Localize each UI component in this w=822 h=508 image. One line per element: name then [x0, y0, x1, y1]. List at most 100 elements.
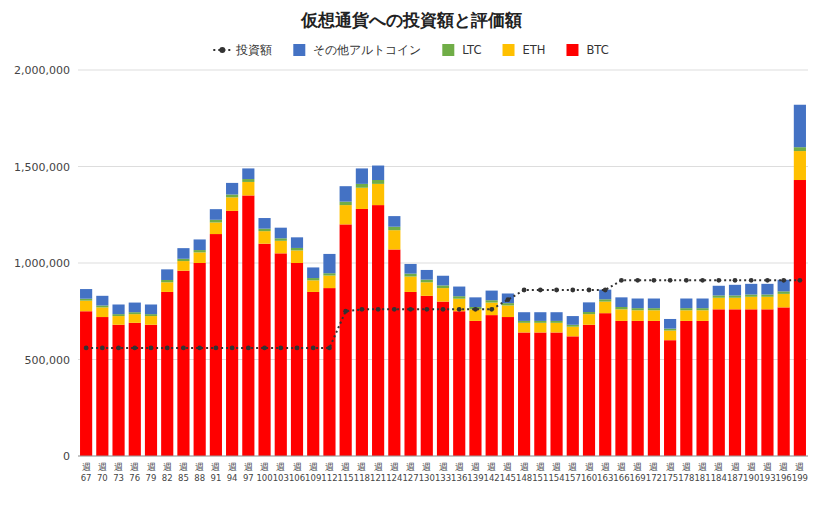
x-tick-label: 週178	[678, 462, 694, 483]
line-marker	[424, 307, 429, 312]
bar	[242, 195, 254, 456]
bar	[323, 276, 335, 289]
x-tick-label: 週160	[581, 462, 597, 483]
line-marker	[635, 278, 640, 283]
y-tick-label: 1,000,000	[14, 257, 70, 270]
bar	[534, 312, 546, 321]
bar	[421, 296, 433, 456]
bar	[323, 288, 335, 456]
bar	[421, 282, 433, 296]
legend-label: LTC	[462, 43, 481, 57]
bar	[745, 294, 757, 296]
bar	[340, 224, 352, 456]
line-marker	[765, 278, 770, 283]
x-tick-label: 週112	[321, 462, 337, 483]
bar	[550, 323, 562, 333]
x-tick-label: 週94	[227, 462, 238, 483]
bar	[599, 313, 611, 456]
bar	[761, 294, 773, 296]
bar	[80, 289, 92, 299]
bar	[323, 273, 335, 275]
bar	[550, 321, 562, 323]
bar	[567, 325, 579, 327]
bar	[567, 316, 579, 325]
line-marker	[700, 278, 705, 283]
line-marker	[392, 307, 397, 312]
grid-line	[78, 166, 808, 167]
bar	[615, 307, 627, 309]
line-marker	[230, 346, 235, 351]
bar	[437, 276, 449, 286]
x-tick-label: 週196	[776, 462, 792, 483]
bar	[615, 309, 627, 321]
bar-series	[80, 147, 806, 330]
line-marker	[213, 346, 218, 351]
line-marker	[554, 288, 559, 293]
bar	[404, 264, 416, 274]
line-marker	[797, 278, 802, 283]
line-marker	[684, 278, 689, 283]
bar	[275, 228, 287, 239]
legend-label: 投資額	[235, 43, 272, 57]
bar	[437, 288, 449, 302]
bar	[129, 303, 141, 313]
line-marker	[668, 278, 673, 283]
bar	[583, 302, 595, 312]
line-marker	[587, 288, 592, 293]
legend-label: ETH	[523, 43, 546, 57]
bar	[258, 244, 270, 456]
x-tick-label: 週70	[97, 462, 108, 483]
line-series	[84, 278, 803, 350]
chart: 仮想通貨への投資額と評価額0500,0001,000,0001,500,0002…	[0, 0, 822, 508]
bar	[291, 248, 303, 251]
bar	[502, 303, 514, 305]
bar	[404, 277, 416, 292]
bar	[729, 295, 741, 297]
bar	[258, 229, 270, 232]
line-marker	[489, 307, 494, 312]
x-tick-label: 週151	[532, 462, 548, 483]
bar	[112, 304, 124, 314]
bar	[194, 239, 206, 250]
bar	[729, 309, 741, 456]
bar	[664, 319, 676, 329]
y-tick-label: 500,000	[25, 354, 71, 367]
bar	[534, 332, 546, 456]
line-marker	[781, 278, 786, 283]
bar	[648, 310, 660, 321]
bar	[632, 321, 644, 456]
bar	[615, 297, 627, 307]
bar	[291, 237, 303, 248]
bar	[567, 327, 579, 337]
x-tick-label: 週103	[273, 462, 289, 483]
x-tick-label: 週172	[646, 462, 662, 483]
x-tick-label: 週157	[565, 462, 581, 483]
bar	[469, 297, 481, 307]
line-marker	[246, 346, 251, 351]
bar	[696, 308, 708, 310]
line-marker	[408, 307, 413, 312]
bar	[258, 218, 270, 229]
bar	[210, 222, 222, 234]
bar	[778, 307, 790, 456]
x-tick-label: 週130	[419, 462, 435, 483]
legend-item: その他アルトコイン	[293, 43, 421, 57]
x-tick-label: 週154	[548, 462, 564, 483]
bar	[453, 296, 465, 299]
bar	[469, 321, 481, 456]
bar	[761, 297, 773, 310]
line-marker	[473, 307, 478, 312]
y-tick-label: 0	[63, 450, 70, 463]
bar	[518, 312, 530, 321]
bar	[145, 314, 157, 316]
x-tick-label: 週100	[256, 462, 272, 483]
x-tick-label: 週181	[694, 462, 710, 483]
x-tick-label: 週175	[662, 462, 678, 483]
bar	[177, 261, 189, 271]
bar	[778, 291, 790, 294]
bar	[486, 315, 498, 456]
bar	[323, 254, 335, 273]
x-tick-label: 週193	[759, 462, 775, 483]
line-marker	[376, 307, 381, 312]
bar	[404, 292, 416, 456]
